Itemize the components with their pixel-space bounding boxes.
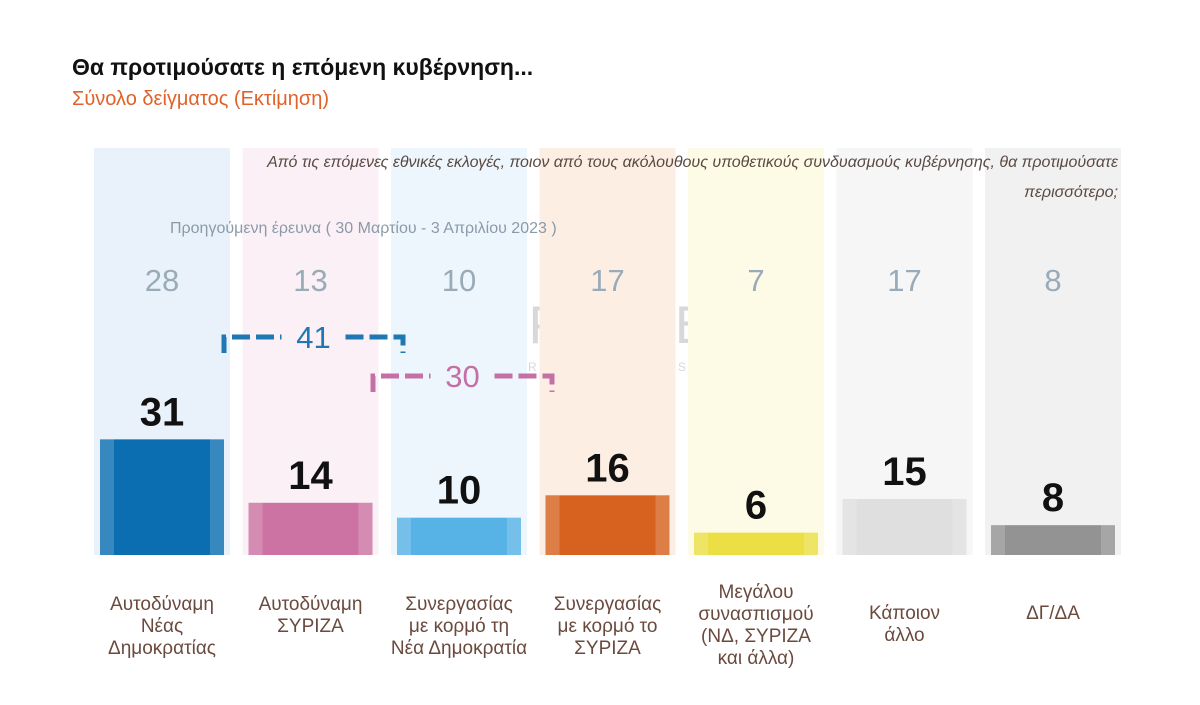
previous-value-label: 13 bbox=[293, 263, 327, 298]
category-label-line: Νέα Δημοκρατία bbox=[390, 638, 528, 659]
category-label: Κάποιον άλλο bbox=[830, 603, 980, 647]
bracket-sum-label: 30 bbox=[445, 359, 479, 394]
bar-edge-right bbox=[655, 495, 670, 555]
bar bbox=[694, 532, 818, 555]
bar-value-label: 31 bbox=[140, 390, 185, 434]
category-label-line: και άλλα) bbox=[717, 648, 795, 669]
previous-value-label: 28 bbox=[145, 263, 179, 298]
category-label: ΔΓ/ΔΑ bbox=[978, 603, 1128, 625]
bracket-sum-label: 41 bbox=[296, 320, 330, 355]
bracket-right-segment bbox=[494, 373, 555, 392]
bar-value-label: 10 bbox=[437, 469, 482, 513]
category-label-line: Αυτοδύναμη bbox=[110, 594, 214, 615]
category-label-line: συνασπισμού bbox=[698, 604, 814, 625]
category-label-line: Συνεργασίας bbox=[553, 594, 662, 615]
bar bbox=[991, 525, 1115, 555]
category-label-line: με κορμό το bbox=[557, 616, 658, 637]
category-label-line: Μεγάλου bbox=[718, 582, 794, 603]
survey-question: Από τις επόμενες εθνικές εκλογές, ποιον … bbox=[267, 154, 1118, 201]
previous-value-label: 10 bbox=[442, 263, 476, 298]
column-background bbox=[539, 148, 676, 555]
bar-edge-left bbox=[397, 517, 411, 555]
category-label-line: (ΝΔ, ΣΥΡΙΖΑ bbox=[701, 626, 811, 647]
bar-edge-right bbox=[952, 499, 967, 555]
category-label-line: Κάποιον bbox=[868, 603, 941, 624]
previous-survey-label: Προηγούμενη έρευνα ( 30 Μαρτίου - 3 Απρι… bbox=[170, 220, 557, 237]
category-label: Αυτοδύναμη Νέας Δημοκρατίας bbox=[87, 594, 237, 660]
bar-edge-left bbox=[991, 525, 1005, 555]
bar-value-label: 14 bbox=[288, 454, 333, 498]
category-label: Συνεργασίας με κορμό τη Νέα Δημοκρατία bbox=[384, 594, 534, 660]
bar bbox=[842, 499, 967, 555]
bar-edge-right bbox=[1101, 525, 1115, 555]
bar-value-label: 15 bbox=[882, 450, 927, 494]
bracket-right-segment bbox=[345, 334, 406, 353]
chart-title: Θα προτιμούσατε η επόμενη κυβέρνηση... bbox=[72, 54, 534, 80]
bar-edge-left bbox=[545, 495, 560, 555]
bracket-left-segment bbox=[221, 334, 282, 353]
column-background bbox=[242, 148, 379, 555]
bar-edge-right bbox=[358, 502, 373, 555]
bar-edge-right bbox=[804, 532, 818, 555]
category-label-line: Αυτοδύναμη bbox=[258, 594, 363, 615]
bar-edge-left bbox=[694, 532, 708, 555]
bar bbox=[100, 439, 224, 555]
column-background bbox=[836, 148, 973, 555]
previous-value-label: 8 bbox=[1044, 263, 1061, 298]
column-background bbox=[391, 148, 527, 555]
category-label-line: Δημοκρατίας bbox=[108, 638, 216, 659]
bar-edge-left bbox=[100, 439, 114, 555]
bracket-left-segment bbox=[370, 373, 431, 392]
category-label: Συνεργασίας με κορμό το ΣΥΡΙΖΑ bbox=[533, 594, 683, 660]
bar-edge-left bbox=[248, 502, 263, 555]
category-label-line: άλλο bbox=[884, 625, 925, 646]
bar bbox=[545, 495, 670, 555]
bar-edge-right bbox=[210, 439, 224, 555]
bar-edge-right bbox=[507, 517, 521, 555]
category-label-line: ΣΥΡΙΖΑ bbox=[574, 638, 641, 659]
previous-value-label: 17 bbox=[590, 263, 624, 298]
category-label-line: με κορμό τη bbox=[408, 616, 510, 637]
previous-value-label: 17 bbox=[887, 263, 921, 298]
previous-value-label: 7 bbox=[747, 263, 764, 298]
category-label: Μεγάλου συνασπισμού (ΝΔ, ΣΥΡΙΖΑ και άλλα) bbox=[681, 582, 831, 670]
bar-value-label: 8 bbox=[1042, 476, 1064, 520]
column-background bbox=[985, 148, 1121, 555]
bar bbox=[248, 502, 373, 555]
column-background bbox=[688, 148, 824, 555]
category-label-line: ΣΥΡΙΖΑ bbox=[277, 616, 344, 637]
category-label-line: Νέας bbox=[140, 616, 184, 637]
category-label-line: Συνεργασίας bbox=[405, 594, 513, 615]
category-label-line: ΔΓ/ΔΑ bbox=[1026, 603, 1080, 624]
chart-subtitle: Σύνολο δείγματος (Εκτίμηση) bbox=[72, 88, 330, 110]
bar-value-label: 16 bbox=[585, 446, 630, 490]
bar-edge-left bbox=[842, 499, 857, 555]
category-label: Αυτοδύναμη ΣΥΡΙΖΑ bbox=[236, 594, 386, 638]
bar bbox=[397, 517, 521, 555]
bar-value-label: 6 bbox=[745, 484, 767, 528]
